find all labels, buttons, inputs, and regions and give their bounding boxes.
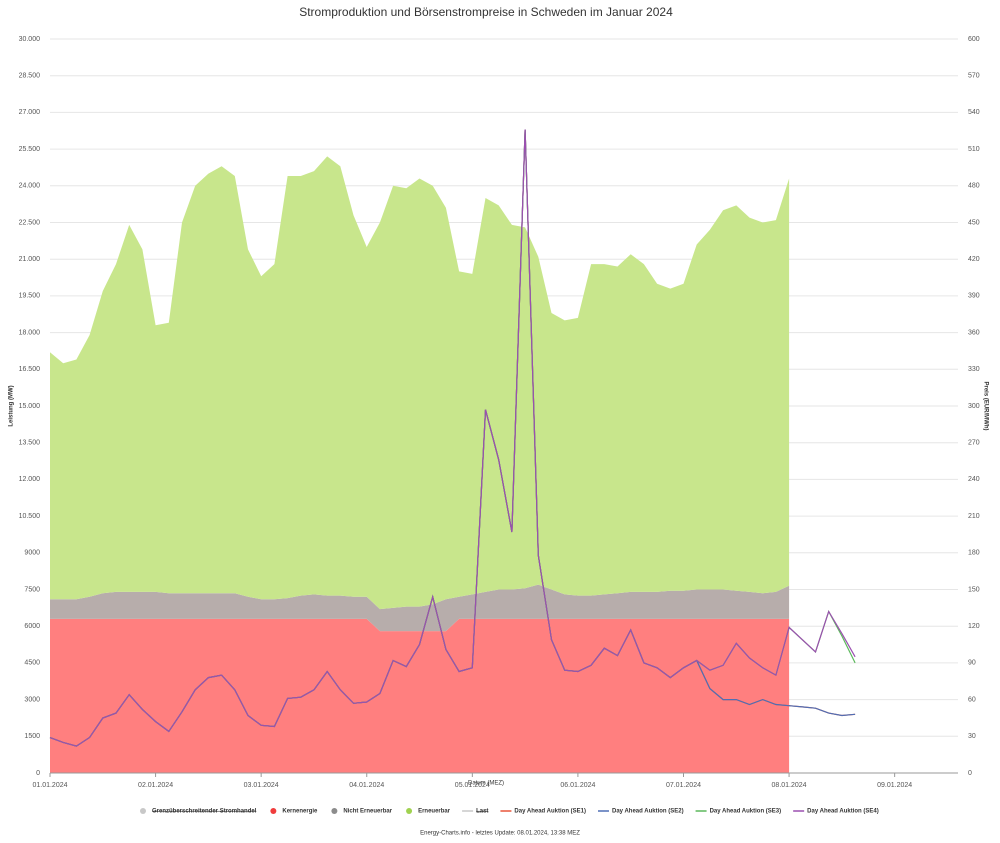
legend-swatch	[140, 808, 146, 814]
y-tick-label: 13.500	[19, 440, 41, 447]
y-tick-label: 18.000	[19, 329, 41, 336]
y2-tick-label: 570	[968, 73, 980, 80]
price-line	[49, 129, 856, 747]
y2-tick-label: 390	[968, 293, 980, 300]
y-tick-label: 1500	[24, 733, 40, 740]
y2-tick-label: 420	[968, 256, 980, 263]
y2-tick-label: 300	[968, 403, 980, 410]
x-tick-label: 06.01.2024	[560, 782, 595, 789]
y-tick-label: 22.500	[19, 219, 41, 226]
x-tick-label: 03.01.2024	[244, 782, 279, 789]
y2-tick-label: 150	[968, 586, 980, 593]
areas	[50, 156, 790, 773]
y-tick-label: 15.000	[19, 403, 41, 410]
y-tick-label: 9000	[24, 550, 40, 557]
y-tick-label: 25.500	[19, 146, 41, 153]
area	[50, 156, 790, 610]
legend-swatch	[406, 808, 413, 814]
y2-tick-label: 240	[968, 476, 980, 483]
y-tick-label: 16.500	[19, 366, 41, 373]
legend-label: Grenzüberschreitender Stromhandel	[152, 809, 257, 815]
y-tick-label: 6000	[24, 623, 40, 630]
legend-label: Nicht Erneuerbar	[343, 809, 392, 815]
y-tick-label: 19.500	[19, 293, 41, 300]
y-tick-label: 27.000	[19, 109, 41, 116]
y2-tick-label: 60	[968, 696, 976, 703]
chart-title: Stromproduktion und Börsenstrompreise in…	[299, 5, 673, 19]
y2-tick-label: 180	[968, 550, 980, 557]
y2-axis-title: Preis (EUR/MWh)	[982, 381, 988, 430]
y2-tick-label: 210	[968, 513, 980, 520]
y2-tick-label: 90	[968, 660, 976, 667]
y-tick-label: 12.000	[19, 476, 41, 483]
x-tick-label: 01.01.2024	[32, 782, 67, 789]
x-tick-label: 02.01.2024	[138, 782, 173, 789]
y-tick-label: 30.000	[19, 36, 41, 43]
legend-label: Day Ahead Auktion (SE1)	[514, 809, 586, 815]
y2-tick-label: 510	[968, 146, 980, 153]
x-axis-title: Datum (MEZ)	[468, 781, 504, 787]
legend-label: Day Ahead Auktion (SE2)	[612, 809, 684, 815]
y2-tick-label: 330	[968, 366, 980, 373]
legend-swatch	[270, 808, 277, 814]
x-tick-label: 08.01.2024	[772, 782, 807, 789]
y-axis-title: Leistung (MW)	[9, 385, 15, 426]
area	[50, 584, 790, 632]
x-tick-label: 07.01.2024	[666, 782, 701, 789]
y-tick-label: 3000	[24, 696, 40, 703]
y2-tick-label: 540	[968, 109, 980, 116]
legend-label: Day Ahead Auktion (SE4)	[807, 809, 879, 815]
legend-label: Last	[476, 809, 488, 815]
legend-label: Erneuerbar	[418, 809, 451, 815]
y2-tick-label: 450	[968, 219, 980, 226]
y-tick-label: 7500	[24, 586, 40, 593]
y-tick-label: 4500	[24, 660, 40, 667]
y-tick-label: 24.000	[19, 183, 41, 190]
legend-label: Day Ahead Auktion (SE3)	[710, 809, 782, 815]
legend-swatch	[331, 808, 338, 814]
legend: Grenzüberschreitender Stromhandel Kernene…	[140, 808, 879, 815]
y2-tick-label: 120	[968, 623, 980, 630]
x-tick-label: 09.01.2024	[877, 782, 912, 789]
legend-label: Kernenergie	[282, 809, 318, 815]
y2-tick-label: 270	[968, 440, 980, 447]
y2-tick-label: 30	[968, 733, 976, 740]
y2-tick-label: 600	[968, 36, 980, 43]
y-tick-label: 28.500	[19, 73, 41, 80]
y2-tick-label: 480	[968, 183, 980, 190]
footer: Energy-Charts.info - letztes Update: 08.…	[420, 831, 580, 837]
y-tick-label: 10.500	[19, 513, 41, 520]
x-tick-label: 05.01.2024	[455, 782, 490, 789]
y2-tick-label: 360	[968, 329, 980, 336]
area	[50, 618, 790, 773]
x-tick-label: 04.01.2024	[349, 782, 384, 789]
y-tick-label: 0	[36, 770, 40, 777]
y2-tick-label: 0	[968, 770, 972, 777]
y-tick-label: 21.000	[19, 256, 41, 263]
